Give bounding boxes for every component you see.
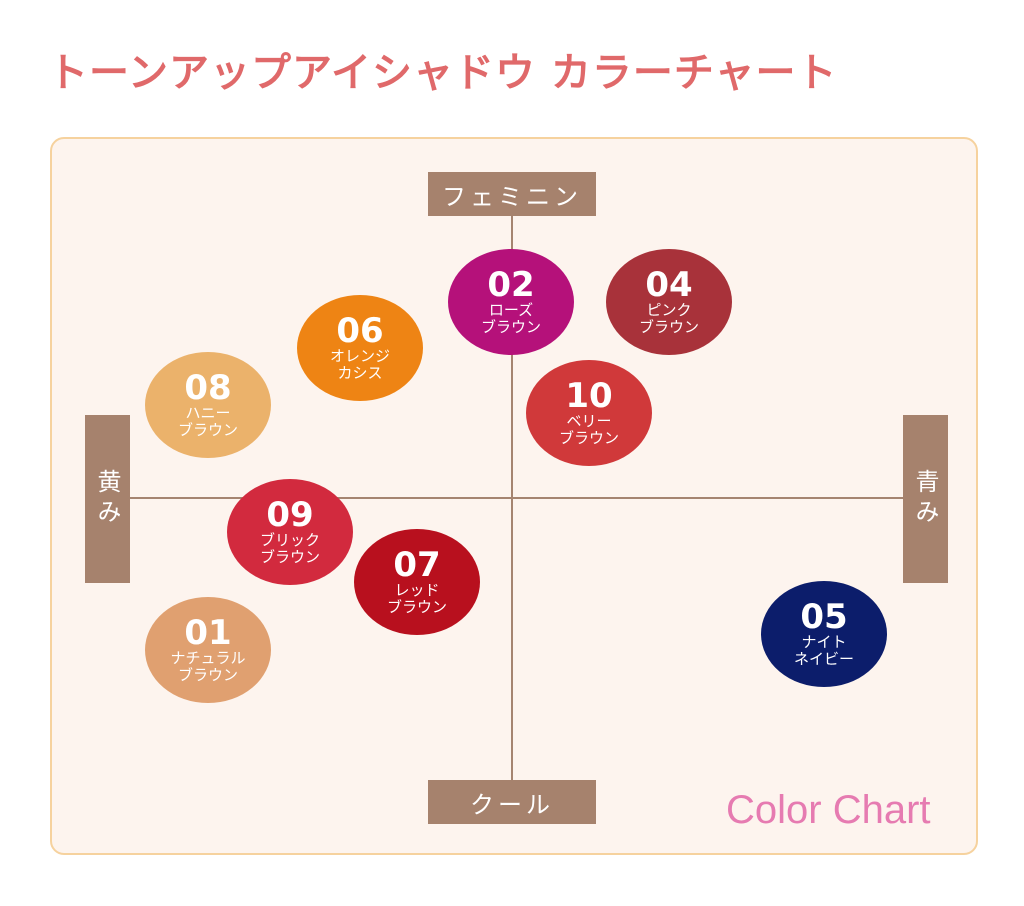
shade-name: ブラウン <box>259 548 320 566</box>
shade-08: 08 ハニー ブラウン <box>145 352 271 458</box>
shade-number: 04 <box>645 265 693 305</box>
shade-09: 09 ブリック ブラウン <box>227 479 353 585</box>
shade-name: ナチュラル <box>170 649 246 667</box>
shade-name: ピンク <box>646 301 692 319</box>
color-chart-caption: Color Chart <box>726 788 931 832</box>
axis-label-cool: クール <box>428 780 596 824</box>
shade-number: 01 <box>184 613 232 653</box>
shade-name: ブリック <box>259 531 320 549</box>
shade-number: 07 <box>393 545 441 585</box>
shade-name: レッド <box>394 581 440 599</box>
shade-06: 06 オレンジ カシス <box>297 295 423 401</box>
shade-number: 02 <box>487 265 535 305</box>
shade-name: ハニー <box>185 404 231 422</box>
shade-name: オレンジ <box>329 347 390 365</box>
shade-number: 06 <box>336 311 384 351</box>
shade-name: ブラウン <box>558 429 619 447</box>
shade-name: ブラウン <box>386 598 447 616</box>
shade-number: 09 <box>266 495 314 535</box>
axis-label-yellow: 黄み <box>85 415 130 583</box>
shade-name: ネイビー <box>793 650 854 668</box>
shade-name: ブラウン <box>177 421 238 439</box>
shade-number: 05 <box>800 597 848 637</box>
shade-05: 05 ナイト ネイビー <box>761 581 887 687</box>
shade-04: 04 ピンク ブラウン <box>606 249 732 355</box>
shade-name: ブラウン <box>177 666 238 684</box>
shade-02: 02 ローズ ブラウン <box>448 249 574 355</box>
axis-label-blue: 青み <box>903 415 948 583</box>
page-title: トーンアップアイシャドウ カラーチャート <box>48 50 838 96</box>
axis-label-feminine: フェミニン <box>428 172 596 216</box>
shade-name: ベリー <box>566 412 612 430</box>
shade-10: 10 ベリー ブラウン <box>526 360 652 466</box>
shade-name: カシス <box>337 364 383 382</box>
shade-number: 08 <box>184 368 232 408</box>
shade-name: ブラウン <box>480 318 541 336</box>
chart-panel <box>50 137 978 855</box>
shade-name: ローズ <box>488 301 534 319</box>
shade-name: ブラウン <box>638 318 699 336</box>
shade-01: 01 ナチュラル ブラウン <box>145 597 271 703</box>
horizontal-axis <box>130 497 904 499</box>
shade-number: 10 <box>565 376 613 416</box>
shade-name: ナイト <box>801 633 847 651</box>
shade-07: 07 レッド ブラウン <box>354 529 480 635</box>
